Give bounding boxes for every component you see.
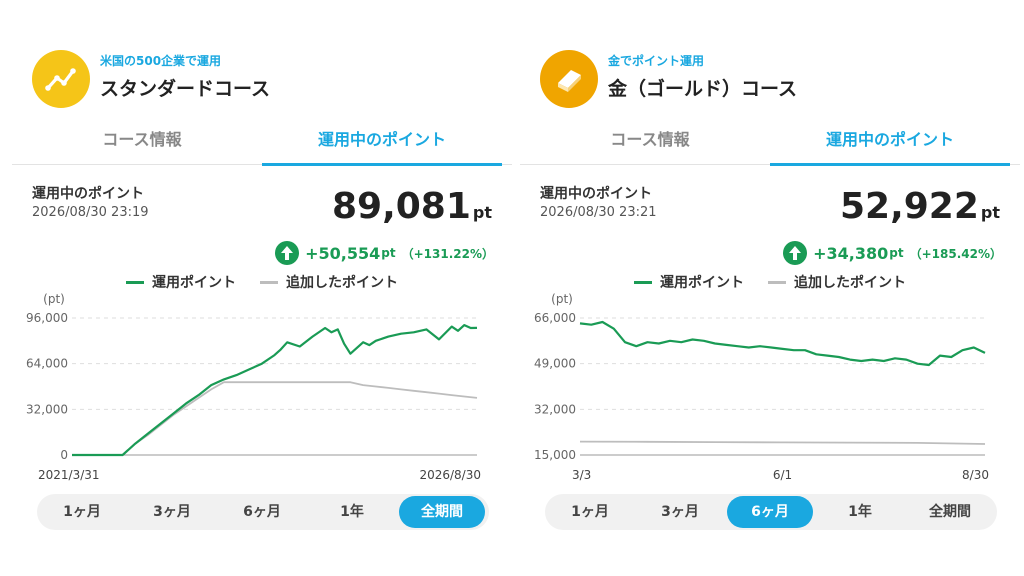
course-subtitle: 米国の500企業で運用 — [100, 54, 222, 68]
gain-percent: （+185.42%） — [909, 246, 1002, 261]
tab-active-points[interactable]: 運用中のポイント — [262, 118, 502, 166]
x-tick-label: 2026/8/30 — [419, 468, 481, 482]
series-line-main — [579, 320, 986, 367]
x-tick-label: 3/3 — [572, 468, 591, 482]
points-label: 運用中のポイント — [32, 186, 144, 202]
arrow-up-icon — [783, 241, 808, 265]
y-tick-label: 15,000 — [534, 448, 576, 462]
period-button-all[interactable]: 全期間 — [929, 504, 971, 520]
legend-item-added: 追加したポイント — [260, 272, 398, 292]
x-tick-label: 6/1 — [773, 468, 792, 482]
y-tick-label: 32,000 — [26, 402, 68, 416]
tab-bar: コース情報 運用中のポイント — [12, 118, 512, 166]
course-logo — [540, 50, 598, 108]
points-chart: (pt) 66,000 49,000 32,000 15,000 3/3 6/1 8/30 — [534, 292, 989, 482]
period-button-6m[interactable]: 6ヶ月 — [243, 504, 281, 520]
y-tick-label: 66,000 — [534, 311, 576, 325]
y-unit-label: (pt) — [43, 292, 65, 306]
gain-unit: pt — [381, 246, 396, 260]
points-unit: pt — [472, 203, 492, 222]
trend-up-icon — [45, 68, 76, 91]
gain-value: +34,380 — [813, 243, 889, 263]
course-subtitle: 金でポイント運用 — [608, 54, 705, 68]
series-line-added — [579, 440, 986, 445]
course-title: 金（ゴールド）コース — [608, 78, 798, 100]
y-unit-label: (pt) — [551, 292, 573, 306]
gold-bar-icon — [558, 70, 581, 92]
gain-row: +50,554 pt （+131.22%） — [275, 240, 494, 266]
period-button-all[interactable]: 全期間 — [399, 496, 485, 528]
points-total: 52,922 pt — [840, 186, 1000, 227]
points-label: 運用中のポイント — [540, 186, 652, 202]
series-line-main — [72, 323, 478, 457]
points-total: 89,081 pt — [332, 186, 492, 227]
points-chart: (pt) 96,000 64,000 32,000 0 2021/3/31 2026/8/3… — [26, 292, 481, 482]
arrow-up-icon — [275, 241, 300, 265]
points-unit: pt — [980, 203, 1000, 222]
timestamp: 2026/08/30 23:21 — [540, 205, 657, 220]
y-tick-label: 64,000 — [26, 357, 68, 371]
y-tick-label: 0 — [60, 448, 68, 462]
period-button-3m[interactable]: 3ヶ月 — [661, 504, 699, 520]
x-tick-label: 8/30 — [962, 468, 989, 482]
y-tick-label: 96,000 — [26, 311, 68, 325]
period-button-1m[interactable]: 1ヶ月 — [571, 504, 609, 520]
period-selector: 1ヶ月 3ヶ月 6ヶ月 1年 全期間 — [37, 494, 489, 530]
gain-row: +34,380 pt （+185.42%） — [783, 240, 1002, 266]
tab-course-info[interactable]: コース情報 — [102, 130, 182, 149]
period-button-3m[interactable]: 3ヶ月 — [153, 504, 191, 520]
legend-label: 運用ポイント — [660, 275, 744, 291]
course-title: スタンダードコース — [100, 78, 271, 100]
legend-swatch — [126, 280, 144, 284]
period-button-6m[interactable]: 6ヶ月 — [727, 496, 813, 528]
legend-swatch — [260, 280, 278, 284]
gold-course-panel: 金でポイント運用 金（ゴールド）コース コース情報 運用中のポイント 運用中のポ… — [520, 0, 1020, 576]
y-tick-label: 49,000 — [534, 357, 576, 371]
legend-item-main: 運用ポイント — [126, 272, 236, 292]
legend-label: 追加したポイント — [286, 275, 398, 291]
points-value: 52,922 — [839, 186, 979, 227]
x-tick-label: 2021/3/31 — [38, 468, 100, 482]
chart-legend: 運用ポイント 追加したポイント — [520, 272, 1020, 292]
period-button-1m[interactable]: 1ヶ月 — [63, 504, 101, 520]
standard-course-panel: 米国の500企業で運用 スタンダードコース コース情報 運用中のポイント 運用中… — [12, 0, 512, 576]
period-selector: 1ヶ月 3ヶ月 6ヶ月 1年 全期間 — [545, 494, 997, 530]
legend-swatch — [634, 280, 652, 284]
period-button-1y[interactable]: 1年 — [848, 504, 872, 520]
points-value: 89,081 — [331, 186, 471, 227]
y-tick-label: 32,000 — [534, 402, 576, 416]
gain-unit: pt — [889, 246, 904, 260]
period-button-1y[interactable]: 1年 — [340, 504, 364, 520]
tab-bar: コース情報 運用中のポイント — [520, 118, 1020, 166]
legend-label: 運用ポイント — [152, 275, 236, 291]
timestamp: 2026/08/30 23:19 — [32, 205, 149, 220]
tab-course-info[interactable]: コース情報 — [610, 130, 690, 149]
chart-legend: 運用ポイント 追加したポイント — [12, 272, 512, 292]
course-logo — [32, 50, 90, 108]
legend-item-main: 運用ポイント — [634, 272, 744, 292]
legend-item-added: 追加したポイント — [768, 272, 906, 292]
tab-active-points[interactable]: 運用中のポイント — [770, 118, 1010, 166]
legend-swatch — [768, 280, 786, 284]
series-line-added — [72, 381, 478, 456]
gain-value: +50,554 — [305, 243, 381, 263]
gain-percent: （+131.22%） — [401, 246, 494, 261]
legend-label: 追加したポイント — [794, 275, 906, 291]
